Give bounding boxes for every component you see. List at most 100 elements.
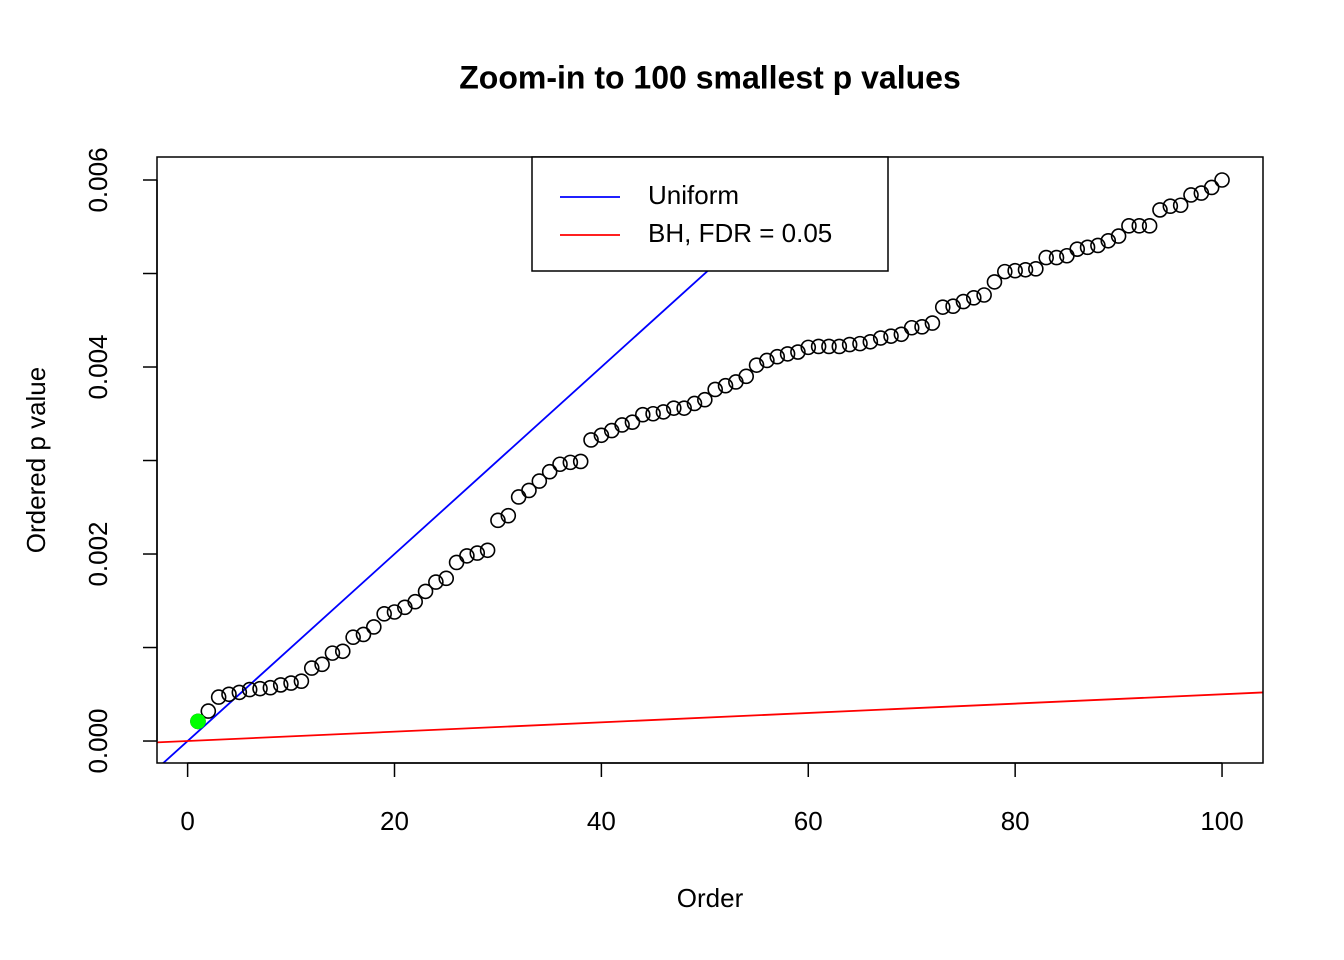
point	[1069, 241, 1086, 257]
point	[759, 352, 775, 369]
point	[314, 656, 330, 673]
point	[831, 338, 848, 355]
point	[748, 357, 765, 373]
point	[510, 489, 527, 505]
point	[934, 299, 951, 315]
point	[955, 293, 972, 310]
point	[614, 417, 630, 433]
reference-line	[157, 691, 1263, 744]
point	[1100, 232, 1117, 249]
point	[428, 574, 444, 590]
point	[479, 542, 496, 559]
point	[903, 319, 920, 336]
point	[583, 432, 599, 448]
point	[562, 454, 579, 471]
point	[345, 629, 361, 646]
point	[221, 686, 237, 703]
y-axis-label: Ordered p value	[21, 367, 51, 553]
y-tick-label: 0.002	[83, 521, 113, 586]
point	[355, 626, 372, 643]
point	[1038, 249, 1054, 266]
point	[272, 677, 289, 693]
point	[1141, 218, 1158, 234]
y-tick-label: 0.000	[83, 708, 113, 773]
point	[200, 703, 217, 719]
point	[531, 473, 548, 489]
point	[552, 456, 568, 473]
point	[500, 507, 517, 524]
point	[1121, 218, 1137, 234]
point	[1162, 198, 1179, 214]
point	[1131, 218, 1148, 234]
y-tick-label: 0.004	[83, 334, 113, 399]
point	[190, 713, 206, 730]
point	[769, 348, 786, 365]
point	[697, 391, 713, 408]
point	[1172, 197, 1189, 214]
points	[190, 172, 1230, 730]
point	[417, 583, 434, 600]
point	[469, 545, 486, 561]
point	[1079, 239, 1096, 256]
point	[790, 344, 806, 360]
point	[624, 414, 641, 430]
x-axis-label: Order	[677, 883, 744, 913]
point	[1152, 202, 1168, 218]
point	[893, 326, 910, 343]
point	[717, 377, 734, 394]
point	[521, 482, 537, 499]
point	[231, 684, 248, 701]
point	[490, 512, 506, 529]
point	[645, 405, 661, 422]
legend: Uniform BH, FDR = 0.05	[531, 156, 889, 272]
point	[862, 333, 879, 350]
point	[386, 604, 403, 620]
point	[1028, 261, 1044, 277]
point	[293, 673, 310, 689]
point	[924, 315, 941, 331]
point	[366, 619, 382, 635]
point	[707, 381, 723, 398]
point	[779, 346, 796, 362]
x-tick-label: 100	[1200, 806, 1243, 836]
reference-lines	[157, 157, 1263, 763]
point	[572, 453, 589, 470]
point	[738, 368, 755, 385]
x-tick-label: 0	[180, 806, 194, 836]
point	[1193, 185, 1210, 201]
point	[665, 400, 682, 416]
point	[914, 319, 930, 335]
point	[1017, 261, 1034, 278]
point	[1203, 179, 1220, 196]
point	[448, 554, 465, 571]
point	[1214, 172, 1230, 188]
point	[303, 660, 320, 676]
point	[655, 404, 672, 420]
point	[459, 548, 475, 564]
point	[376, 606, 392, 622]
point	[334, 643, 351, 660]
point	[800, 339, 817, 356]
point	[1183, 187, 1199, 203]
point	[1059, 247, 1075, 264]
point	[593, 427, 610, 444]
point	[438, 570, 455, 587]
point	[1007, 262, 1023, 279]
reference-line	[161, 157, 836, 763]
point	[283, 675, 299, 691]
x-tick-label: 40	[587, 806, 616, 836]
x-tick-label: 60	[794, 806, 823, 836]
point	[997, 263, 1013, 280]
point	[841, 336, 858, 353]
point	[1090, 237, 1106, 254]
point	[241, 681, 258, 698]
point	[676, 400, 692, 416]
x-tick-label: 80	[1001, 806, 1030, 836]
legend-label: BH, FDR = 0.05	[648, 218, 832, 248]
point	[262, 679, 279, 696]
point	[686, 395, 703, 412]
point	[634, 406, 651, 423]
point	[945, 298, 961, 315]
point	[407, 593, 423, 610]
